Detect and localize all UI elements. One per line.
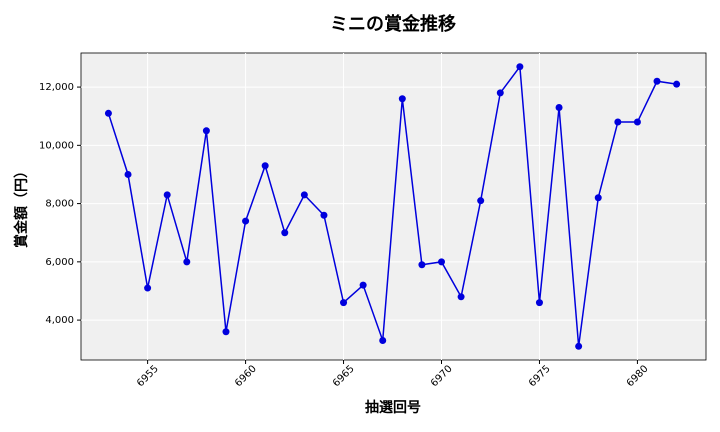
point [281, 229, 289, 237]
x-tick-label: 6970 [429, 363, 455, 389]
x-tick-label: 6960 [233, 363, 259, 389]
point [575, 342, 583, 350]
point [477, 197, 485, 205]
point [183, 258, 191, 266]
y-axis-label: 賞金額（円） [13, 164, 30, 248]
point [163, 191, 171, 199]
y-tick-label: 4,000 [45, 315, 74, 326]
point [614, 118, 622, 126]
point [594, 194, 602, 202]
x-tick-label: 6975 [527, 363, 553, 389]
point [261, 162, 269, 170]
x-axis-label: 抽選回号 [365, 399, 421, 416]
point [300, 191, 308, 199]
point [535, 299, 543, 307]
x-tick-label: 6980 [625, 363, 651, 389]
chart-title: ミニの賞金推移 [330, 13, 456, 35]
point [202, 127, 210, 135]
point [496, 89, 504, 97]
point [242, 217, 250, 225]
point [320, 211, 328, 219]
point [673, 80, 681, 88]
point [653, 77, 661, 85]
x-tick-label: 6955 [135, 363, 161, 389]
y-tick-label: 6,000 [45, 257, 74, 268]
y-tick-label: 10,000 [39, 140, 74, 151]
point [340, 299, 348, 307]
point [398, 95, 406, 103]
x-tick-label: 6965 [331, 363, 357, 389]
point [418, 261, 426, 269]
point [144, 284, 152, 292]
point [104, 109, 112, 117]
point [633, 118, 641, 126]
point [438, 258, 446, 266]
point [555, 103, 563, 111]
point [359, 281, 367, 289]
point [379, 336, 387, 344]
y-tick-label: 12,000 [39, 82, 74, 93]
line [107, 64, 677, 347]
point [124, 170, 132, 178]
y-tick-label: 8,000 [45, 199, 74, 210]
point [222, 328, 230, 336]
point [516, 63, 524, 71]
point [457, 293, 465, 301]
